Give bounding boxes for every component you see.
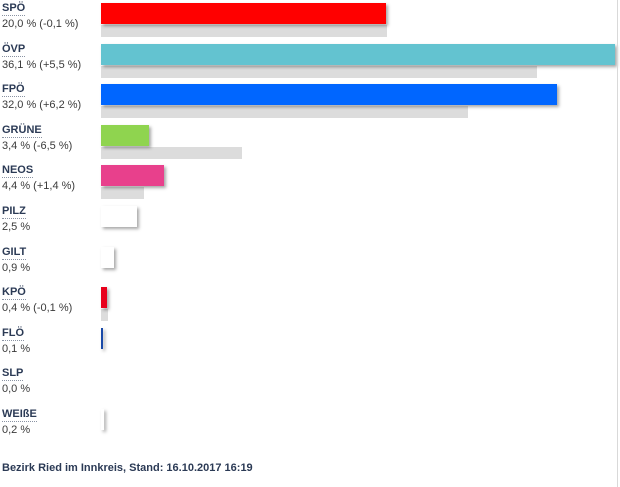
chart-row: GRÜNE 3,4 % (-6,5 %) [0,124,620,164]
current-result-bar [101,409,104,430]
previous-result-bar [101,106,469,119]
party-label: ÖVP [2,42,26,57]
chart-row: WEIßE 0,2 % [0,408,620,448]
party-label: SLP [2,367,24,382]
party-label: GILT [2,245,27,260]
party-label: GRÜNE [2,123,42,138]
chart-row: SLP 0,0 % [0,367,620,407]
result-label: 4,4 % (+1,4 %) [2,180,76,193]
party-label: NEOS [2,164,34,179]
previous-result-bar [101,25,388,37]
result-label: 0,2 % [2,424,31,436]
chart-row: FPÖ 32,0 % (+6,2 %) [0,83,620,123]
current-result-bar [101,246,114,268]
previous-result-bar [101,309,109,322]
previous-result-bar [101,187,144,200]
current-result-bar [101,3,386,24]
current-result-bar [101,206,137,227]
current-result-bar [101,84,557,106]
party-label: WEIßE [2,408,37,422]
current-result-bar [101,43,615,65]
chart-row: GILT 0,9 % [0,246,620,286]
party-label: SPÖ [2,2,26,16]
result-label: 0,0 % [2,383,31,396]
current-result-bar [101,124,150,146]
result-label: 0,9 % [2,261,31,274]
result-label: 3,4 % (-6,5 %) [2,139,73,152]
chart-row: FLÖ 0,1 % [0,327,620,367]
chart-footer: Bezirk Ried im Innkreis, Stand: 16.10.20… [2,462,253,474]
party-label: FPÖ [2,83,25,98]
right-border [617,0,618,487]
chart-row: ÖVP 36,1 % (+5,5 %) [0,43,620,83]
current-result-bar [101,165,164,187]
current-result-bar [101,327,103,349]
result-label: 0,1 % [2,342,31,355]
party-label: KPÖ [2,286,26,301]
result-label: 2,5 % [2,221,31,233]
result-label: 36,1 % (+5,5 %) [2,58,82,71]
result-label: 20,0 % (-0,1 %) [2,18,79,30]
previous-result-bar [101,65,537,78]
chart-row: NEOS 4,4 % (+1,4 %) [0,164,620,204]
chart-row: SPÖ 20,0 % (-0,1 %) [0,2,620,42]
chart-row: KPÖ 0,4 % (-0,1 %) [0,286,620,326]
result-label: 32,0 % (+6,2 %) [2,99,82,112]
current-result-bar [101,287,107,309]
previous-result-bar [101,146,242,159]
result-label: 0,4 % (-0,1 %) [2,302,73,315]
chart-row: PILZ 2,5 % [0,205,620,245]
party-label: PILZ [2,205,26,219]
party-label: FLÖ [2,326,24,341]
